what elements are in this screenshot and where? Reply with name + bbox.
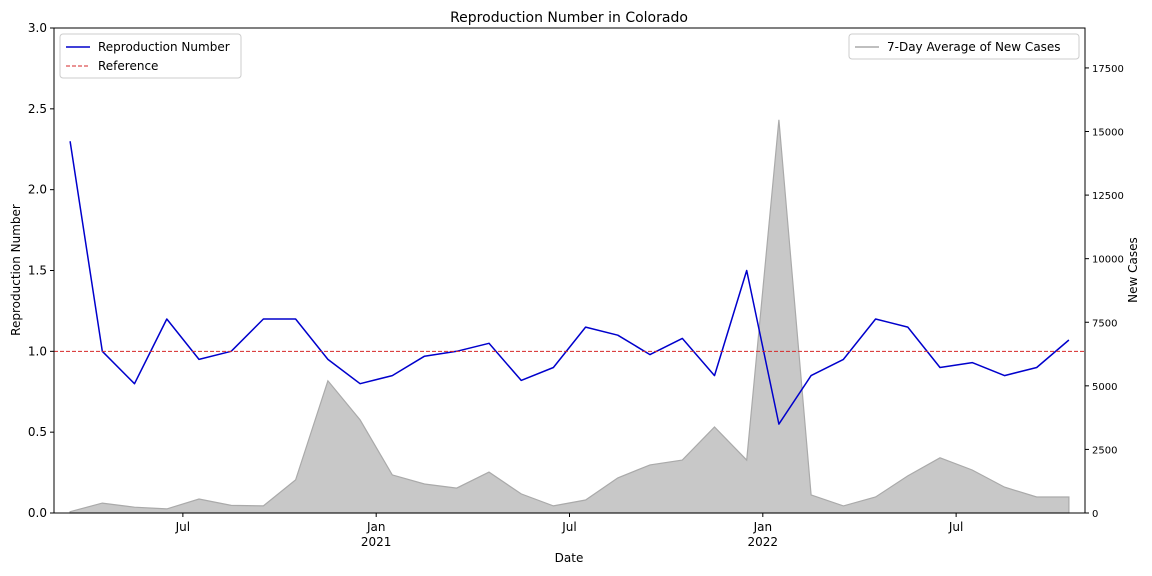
y2-tick-label: 0 — [1092, 509, 1098, 520]
legend-box — [59, 33, 242, 79]
x-axis-label: Date — [555, 551, 584, 565]
y2-tick-label: 10000 — [1092, 255, 1124, 266]
y-tick-label: 1.0 — [28, 344, 47, 358]
y2-tick-label: 7500 — [1092, 318, 1117, 329]
y-axis-label: Reproduction Number — [9, 204, 23, 336]
legend-label: 7-Day Average of New Cases — [887, 40, 1061, 54]
cases-area — [69, 119, 1070, 514]
y2-axis-label: New Cases — [1126, 237, 1140, 303]
x-tick-label: Jul — [561, 520, 576, 534]
legend-secondary: 7-Day Average of New Cases — [848, 33, 1080, 60]
x-tick-label: Jan 2022 — [748, 520, 779, 549]
plot-frame — [53, 27, 1086, 514]
x-tick-label: Jul — [175, 520, 190, 534]
y2-tick-label: 17500 — [1092, 64, 1124, 75]
legend: Reproduction Number Reference — [59, 33, 242, 79]
y2-tick-label: 2500 — [1092, 445, 1117, 456]
x-tick-label: Jan 2021 — [361, 520, 392, 549]
y-tick-label: 3.0 — [28, 21, 47, 35]
series-line — [69, 141, 1070, 425]
legend-box — [848, 33, 1080, 60]
y-tick-label: 1.5 — [28, 264, 47, 278]
chart-title: Reproduction Number in Colorado — [450, 10, 688, 26]
y2-tick-label: 5000 — [1092, 382, 1117, 393]
y2-tick-label: 15000 — [1092, 128, 1124, 139]
y-tick-label: 2.5 — [28, 102, 47, 116]
y-tick-label: 2.0 — [28, 183, 47, 197]
y2-tick-label: 12500 — [1092, 191, 1124, 202]
y-tick-label: 0.0 — [28, 506, 47, 520]
legend-label: Reproduction Number — [98, 40, 230, 54]
legend-label: Reference — [98, 59, 158, 73]
x-tick-label: Jul — [948, 520, 963, 534]
y-tick-label: 0.5 — [28, 425, 47, 439]
